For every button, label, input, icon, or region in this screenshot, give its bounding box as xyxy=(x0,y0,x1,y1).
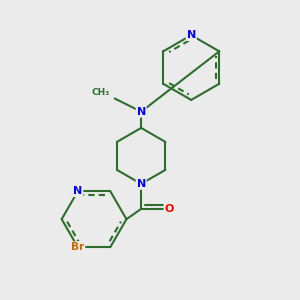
Text: N: N xyxy=(136,179,146,189)
Text: N: N xyxy=(136,107,146,117)
Text: N: N xyxy=(187,30,196,40)
Text: N: N xyxy=(73,186,83,196)
Text: CH₃: CH₃ xyxy=(92,88,110,97)
Text: O: O xyxy=(164,204,174,214)
Text: Br: Br xyxy=(71,242,84,252)
